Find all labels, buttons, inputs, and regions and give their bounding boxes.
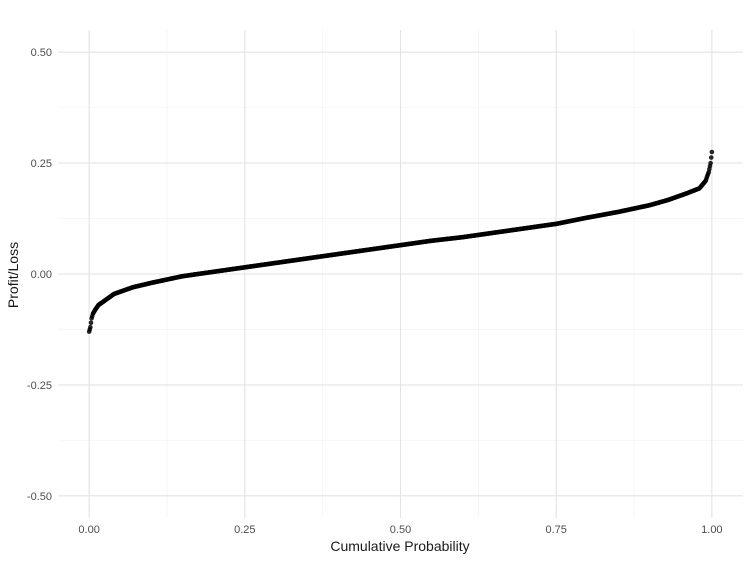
y-axis-title: Profit/Loss: [5, 242, 21, 308]
y-tick-label: 0.25: [31, 158, 52, 170]
x-tick-label: 0.50: [390, 524, 411, 536]
grid: [58, 30, 743, 518]
y-tick-label: 0.50: [31, 47, 52, 59]
data-points: [86, 149, 715, 334]
data-point: [709, 149, 715, 155]
y-tick-label: 0.00: [31, 269, 52, 281]
x-tick-label: 1.00: [701, 524, 722, 536]
x-axis-ticks: 0.00 0.25 0.50 0.75 1.00: [78, 524, 722, 536]
data-point: [708, 155, 714, 160]
x-tick-label: 0.75: [545, 524, 566, 536]
x-tick-label: 0.25: [234, 524, 255, 536]
data-point: [88, 320, 94, 326]
x-axis-title: Cumulative Probability: [330, 538, 469, 554]
y-tick-label: -0.50: [27, 491, 52, 503]
data-point: [88, 324, 93, 330]
data-point: [708, 160, 713, 166]
y-tick-label: -0.25: [27, 380, 52, 392]
y-axis-ticks: -0.50 -0.25 0.00 0.25 0.50: [27, 47, 52, 503]
x-tick-label: 0.00: [78, 524, 99, 536]
